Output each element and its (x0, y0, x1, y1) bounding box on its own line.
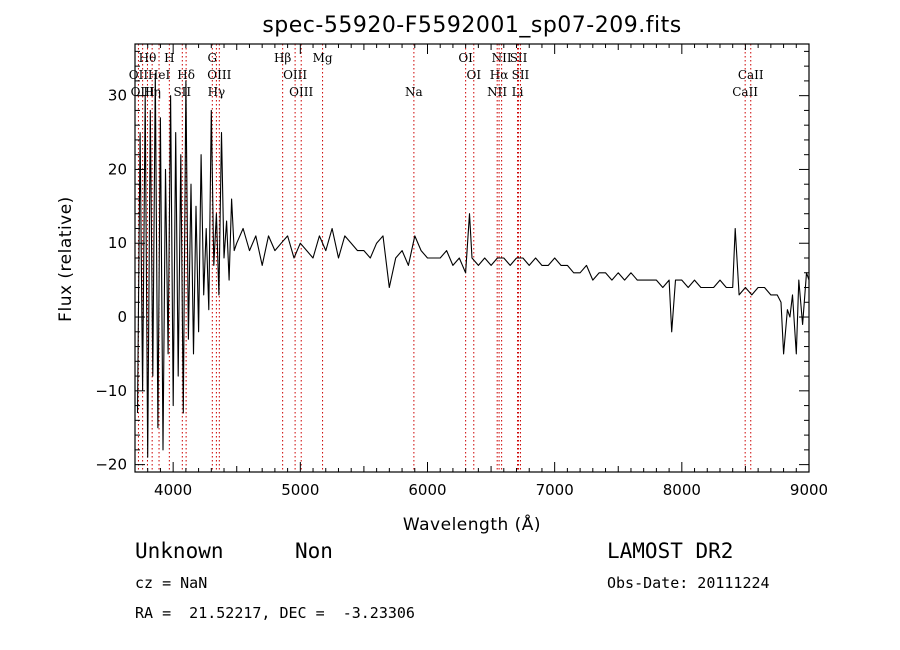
line-label-2: G (208, 51, 218, 65)
y-tick-label-5: 30 (108, 87, 127, 105)
y-tick-label-0: −20 (95, 456, 127, 474)
axes: 4000 5000 6000 7000 8000 9000 −20 −10 0 10 20 30 (95, 43, 828, 499)
y-tick-label-4: 20 (108, 160, 127, 178)
line-label-5: OI (458, 51, 473, 65)
y-axis-label: Flux (relative) (56, 196, 76, 322)
x-tick-label-0: 4000 (154, 481, 192, 499)
line-label-14: Hα (490, 68, 509, 82)
x-tick-label-5: 9000 (790, 481, 828, 499)
line-label-19: SII (173, 85, 191, 99)
x-tick-label-2: 6000 (408, 481, 446, 499)
x-tick-label-4: 8000 (663, 481, 701, 499)
x-tick-label-3: 7000 (536, 481, 574, 499)
line-label-7: SII (510, 51, 528, 65)
line-label-25: CaII (732, 85, 758, 99)
line-label-21: OIII (289, 85, 313, 99)
line-label-12: OIII (283, 68, 307, 82)
line-label-22: Na (405, 85, 423, 99)
y-tick-label-2: 0 (117, 308, 127, 326)
spectrum-series (136, 72, 810, 458)
line-label-16: CaII (738, 68, 764, 82)
line-label-9: HeI (148, 68, 171, 82)
line-label-18: Hη (143, 85, 161, 99)
y-tick-label-3: 10 (108, 234, 127, 252)
x-axis-label: Wavelength (Å) (403, 513, 541, 535)
line-label-0: Hθ (139, 51, 157, 65)
spectrum-line (136, 72, 810, 458)
x-tick-label-1: 5000 (281, 481, 319, 499)
coordinates: RA = 21.52217, DEC = -3.23306 (135, 604, 415, 622)
line-label-10: Hδ (177, 68, 195, 82)
line-label-24: Li (512, 85, 524, 99)
chart-title: spec-55920-F5592001_sp07-209.fits (262, 13, 681, 38)
line-label-13: OI (466, 68, 481, 82)
redshift-cz: cz = NaN (135, 574, 208, 592)
line-label-23: NII (487, 85, 507, 99)
line-label-3: Hβ (274, 51, 291, 65)
spectral-class: Unknown (135, 539, 224, 563)
line-label-1: H (164, 51, 174, 65)
line-label-20: Hγ (208, 85, 226, 99)
spectral-subclass: Non (295, 539, 333, 563)
line-label-11: OIII (207, 68, 231, 82)
line-label-4: Mg (313, 51, 333, 65)
y-tick-label-1: −10 (95, 382, 127, 400)
line-label-15: SII (512, 68, 530, 82)
survey-name: LAMOST DR2 (607, 539, 734, 563)
line-label-8: OII (129, 68, 149, 82)
observation-date: Obs-Date: 20111224 (607, 574, 770, 592)
